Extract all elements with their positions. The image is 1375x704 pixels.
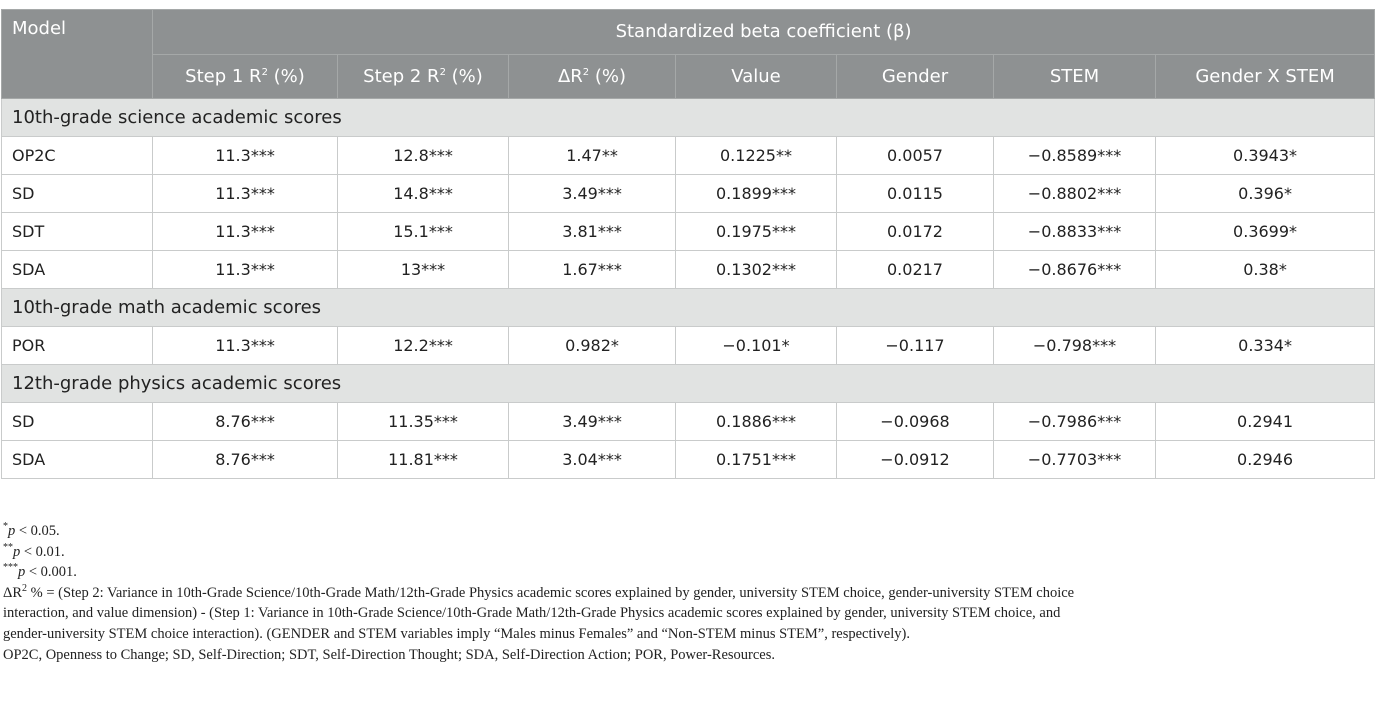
model-cell: OP2C <box>1 136 153 175</box>
value-cell: −0.7986*** <box>993 402 1156 441</box>
model-cell: SDT <box>1 212 153 251</box>
section-row: 10th-grade math academic scores <box>0 288 1375 327</box>
value-cell: 0.1975*** <box>675 212 837 251</box>
value-cell: −0.0968 <box>836 402 994 441</box>
table-row: SDA 11.3*** 13*** 1.67*** 0.1302*** 0.0217 −0.… <box>1 250 1375 289</box>
note-delta: ΔR2 % = (Step 2: Variance in 10th-Grade … <box>3 582 1075 601</box>
note-abbreviations: OP2C, Openness to Change; SD, Self-Direc… <box>3 646 776 663</box>
column-header: Value <box>675 53 837 99</box>
table-footnotes: *p < 0.05. **p < 0.01. ***p < 0.001. ΔR2… <box>3 521 1375 665</box>
column-header: Step 1 R2 (%) <box>152 53 338 99</box>
column-header: STEM <box>993 53 1156 99</box>
model-cell: SDA <box>1 250 153 289</box>
value-cell: 3.49*** <box>508 402 676 441</box>
value-cell: −0.8676*** <box>993 250 1156 289</box>
model-cell: SD <box>1 402 153 441</box>
value-cell: 1.67*** <box>508 250 676 289</box>
table-row: SD 8.76*** 11.35*** 3.49*** 0.1886*** −0.0968… <box>1 402 1375 441</box>
value-cell: 0.38* <box>1154 250 1375 289</box>
value-cell: 0.1225** <box>675 136 837 175</box>
value-cell: 8.76*** <box>152 440 338 479</box>
value-cell: 0.0115 <box>836 174 994 213</box>
value-cell: 0.3943* <box>1154 136 1375 175</box>
value-cell: 12.8*** <box>337 136 509 175</box>
section-title: 12th-grade physics academic scores <box>0 364 1375 403</box>
value-cell: 0.2946 <box>1154 440 1375 479</box>
value-cell: 8.76*** <box>152 402 338 441</box>
results-table: Model Standardized beta coefficient (β) … <box>0 9 1375 479</box>
column-header: Gender X STEM <box>1154 53 1375 99</box>
value-cell: −0.8833*** <box>993 212 1156 251</box>
section-row: 12th-grade physics academic scores <box>0 364 1375 403</box>
value-cell: 11.3*** <box>152 326 338 365</box>
value-cell: 11.3*** <box>152 212 338 251</box>
value-cell: −0.117 <box>836 326 994 365</box>
note-delta-3: gender-university STEM choice interactio… <box>3 625 910 642</box>
model-cell: SD <box>1 174 153 213</box>
model-cell: SDA <box>1 440 153 479</box>
value-cell: 3.49*** <box>508 174 676 213</box>
value-cell: 0.0057 <box>836 136 994 175</box>
table-row: SDT 11.3*** 15.1*** 3.81*** 0.1975*** 0.0172−… <box>1 212 1375 251</box>
column-header: Step 2 R2 (%) <box>337 53 509 99</box>
header-group: Standardized beta coefficient (β) <box>151 9 1375 55</box>
value-cell: 0.2941 <box>1154 402 1375 441</box>
value-cell: 0.1886*** <box>675 402 837 441</box>
value-cell: 0.3699* <box>1154 212 1375 251</box>
value-cell: −0.8589*** <box>993 136 1156 175</box>
note-delta-2: interaction, and value dimension) - (Ste… <box>3 605 1061 622</box>
value-cell: 13*** <box>337 250 509 289</box>
column-header: ΔR2 (%) <box>508 53 676 99</box>
note-p01: **p < 0.01. <box>3 541 65 560</box>
value-cell: 11.3*** <box>152 136 338 175</box>
table-row: SDA 8.76*** 11.81*** 3.04*** 0.1751*** −0.091… <box>1 440 1375 479</box>
value-cell: 0.396* <box>1154 174 1375 213</box>
header-model: Model <box>1 9 153 99</box>
value-cell: 3.04*** <box>508 440 676 479</box>
value-cell: 3.81*** <box>508 212 676 251</box>
note-p001: ***p < 0.001. <box>3 562 77 581</box>
section-title: 10th-grade math academic scores <box>0 288 1375 327</box>
value-cell: 0.1899*** <box>675 174 837 213</box>
value-cell: 1.47** <box>508 136 676 175</box>
value-cell: 11.3*** <box>152 174 338 213</box>
table-row: POR 11.3*** 12.2*** 0.982* −0.101* −0.117 −0.7… <box>1 326 1375 365</box>
model-cell: POR <box>1 326 153 365</box>
value-cell: 0.982* <box>508 326 676 365</box>
section-title: 10th-grade science academic scores <box>0 98 1375 137</box>
value-cell: −0.8802*** <box>993 174 1156 213</box>
note-p05: *p < 0.05. <box>3 521 60 539</box>
value-cell: −0.0912 <box>836 440 994 479</box>
table-row: OP2C 11.3*** 12.8*** 1.47** 0.1225** 0.0057 −0… <box>1 136 1375 175</box>
value-cell: 0.1751*** <box>675 440 837 479</box>
table-row: SD 11.3*** 14.8*** 3.49*** 0.1899*** 0.0115 −0… <box>1 174 1375 213</box>
section-row: 10th-grade science academic scores <box>0 98 1375 137</box>
value-cell: 0.0172 <box>836 212 994 251</box>
value-cell: 0.0217 <box>836 250 994 289</box>
value-cell: 14.8*** <box>337 174 509 213</box>
value-cell: −0.798*** <box>993 326 1156 365</box>
value-cell: −0.7703*** <box>993 440 1156 479</box>
value-cell: 11.3*** <box>152 250 338 289</box>
value-cell: 15.1*** <box>337 212 509 251</box>
value-cell: 12.2*** <box>337 326 509 365</box>
value-cell: 0.1302*** <box>675 250 837 289</box>
value-cell: −0.101* <box>675 326 837 365</box>
column-header: Gender <box>836 53 994 99</box>
value-cell: 0.334* <box>1154 326 1375 365</box>
value-cell: 11.35*** <box>337 402 509 441</box>
value-cell: 11.81*** <box>337 440 509 479</box>
